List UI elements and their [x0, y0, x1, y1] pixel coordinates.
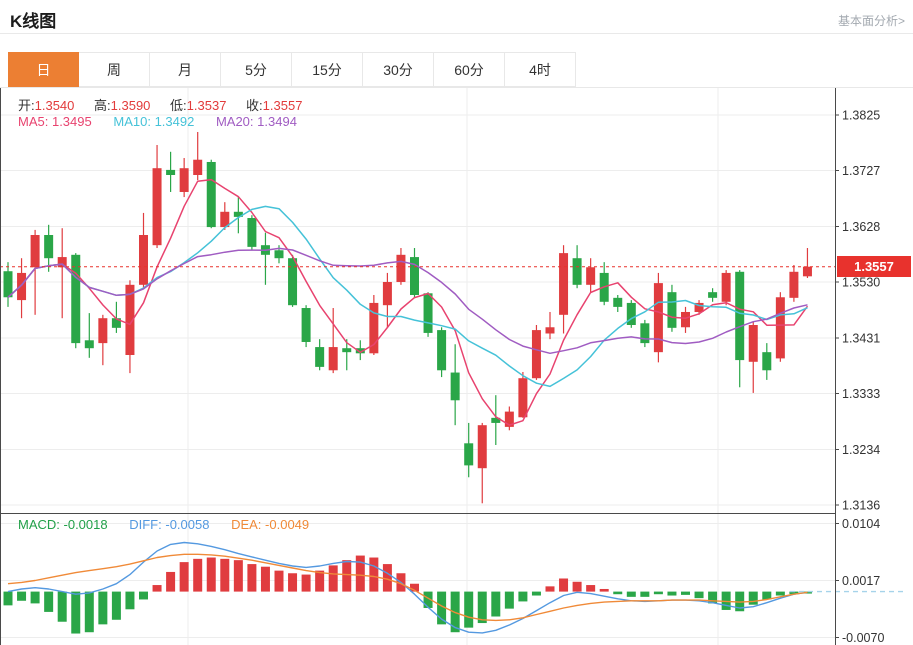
interval-tab-bar: 日周月 5分 15分 30分 60分 4时 — [0, 52, 913, 88]
ma-readout: MA5: 1.3495 MA10: 1.3492 MA20: 1.3494 — [18, 114, 315, 129]
macd-histogram — [3, 555, 812, 634]
current-price-tag: 1.3557 — [837, 256, 911, 277]
y-axis-tick-label: 0.0017 — [842, 574, 880, 588]
page-title: K线图 — [10, 12, 57, 31]
tab-item[interactable]: 月 — [150, 52, 221, 87]
y-axis-tick-label: 1.3136 — [842, 499, 880, 513]
ma20-line — [7, 247, 808, 355]
ma10-readout: MA10: 1.3492 — [113, 114, 195, 129]
ma5-readout: MA5: 1.3495 — [18, 114, 92, 129]
tab-item[interactable]: 30分 — [363, 52, 434, 87]
ma20-readout: MA20: 1.3494 — [215, 114, 297, 129]
low-label: 低: — [170, 98, 187, 113]
macd-readout: MACD: -0.0018 DIFF: -0.0058 DEA: -0.0049 — [18, 517, 327, 532]
low-value: 1.3537 — [186, 98, 227, 113]
tab-item[interactable]: 60分 — [434, 52, 505, 87]
ohlc-readout: 开:1.3540 高:1.3590 低:1.3537 收:1.3557 — [18, 95, 318, 114]
y-axis-tick-label: 1.3431 — [842, 332, 880, 346]
ma5-line — [7, 178, 809, 426]
fundamental-analysis-link[interactable]: 基本面分析> — [837, 14, 905, 28]
kline-chart-area: 1.3825 1.3727 1.3628 1.3530 1.3431 1.3333 1.32… — [0, 88, 913, 645]
y-axis-tick-label: 1.3333 — [842, 387, 880, 401]
y-axis-tick-label: 1.3234 — [842, 443, 880, 457]
close-label: 收: — [246, 98, 263, 113]
y-axis-tick-label: 0.0104 — [842, 517, 880, 531]
y-axis-tick-label: 1.3628 — [842, 220, 880, 234]
tab-item[interactable]: 日 — [8, 52, 79, 87]
high-label: 高: — [94, 98, 111, 113]
y-axis-tick-label: 1.3727 — [842, 164, 880, 178]
close-value: 1.3557 — [262, 98, 303, 113]
dea-line — [7, 553, 808, 622]
tab-item[interactable]: 15分 — [292, 52, 363, 87]
page-header: K线图 基本面分析> — [0, 0, 913, 34]
macd-value: MACD: -0.0018 — [18, 517, 108, 532]
y-axis-tick-label: 1.3825 — [842, 109, 880, 123]
gridlines — [0, 88, 835, 645]
y-axis-tick-label: 1.3530 — [842, 275, 880, 289]
tab-item[interactable]: 4时 — [505, 52, 576, 87]
tab-item[interactable]: 周 — [79, 52, 150, 87]
open-value: 1.3540 — [34, 98, 75, 113]
y-axis-tick-label: -0.0070 — [842, 631, 884, 645]
dea-value: DEA: -0.0049 — [231, 517, 310, 532]
candles-group — [3, 131, 812, 504]
diff-value: DIFF: -0.0058 — [129, 517, 210, 532]
kline-chart-canvas[interactable]: 1.3825 1.3727 1.3628 1.3530 1.3431 1.3333 1.32… — [0, 88, 913, 645]
tab-item[interactable]: 5分 — [221, 52, 292, 87]
high-value: 1.3590 — [110, 98, 151, 113]
open-label: 开: — [18, 98, 35, 113]
axes — [0, 88, 836, 645]
